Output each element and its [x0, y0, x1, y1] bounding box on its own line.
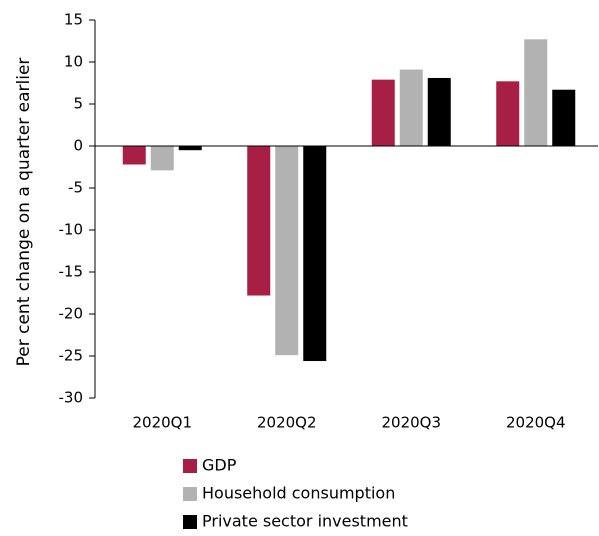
bar	[524, 39, 548, 146]
y-tick-label: -30	[59, 389, 84, 407]
bar	[371, 79, 395, 146]
y-tick-label: 5	[73, 95, 83, 113]
x-tick-label: 2020Q3	[381, 414, 441, 432]
bar	[552, 89, 576, 146]
y-tick-label: 0	[73, 137, 83, 155]
bar	[178, 146, 202, 151]
y-tick-label: 10	[64, 53, 83, 71]
legend-swatch	[183, 515, 197, 529]
bar	[275, 146, 299, 356]
bar	[150, 146, 174, 171]
bar	[247, 146, 271, 296]
legend-label: Household consumption	[202, 484, 395, 503]
y-tick-label: -5	[68, 179, 83, 197]
bar	[427, 77, 451, 146]
bar	[122, 146, 146, 165]
y-tick-label: -10	[59, 221, 84, 239]
legend-label: Private sector investment	[202, 512, 408, 531]
legend-swatch	[183, 459, 197, 473]
x-tick-label: 2020Q1	[132, 414, 192, 432]
y-axis-label: Per cent change on a quarter earlier	[14, 58, 34, 367]
bar	[303, 146, 327, 362]
bar	[399, 69, 423, 146]
legend-label: GDP	[202, 456, 237, 475]
y-tick-label: -15	[59, 263, 84, 281]
y-tick-label: -20	[59, 305, 84, 323]
bar	[496, 81, 520, 146]
x-tick-label: 2020Q2	[257, 414, 317, 432]
y-tick-label: -25	[59, 347, 84, 365]
legend-swatch	[183, 487, 197, 501]
x-tick-label: 2020Q4	[506, 414, 566, 432]
y-tick-label: 15	[64, 11, 83, 29]
